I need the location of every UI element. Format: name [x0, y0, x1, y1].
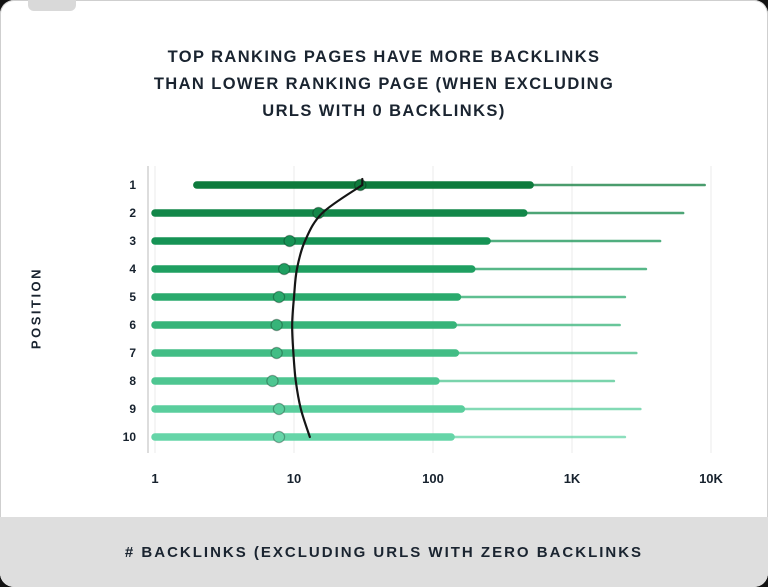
- x-tick-label: 10K: [699, 471, 723, 486]
- x-tick-label: 10: [287, 471, 301, 486]
- median-dot: [270, 346, 283, 360]
- median-dot: [266, 374, 279, 388]
- median-dot: [272, 290, 286, 304]
- x-tick-label: 100: [422, 471, 444, 486]
- median-dot: [272, 402, 286, 416]
- x-axis-caption: # BACKLINKS (EXCLUDING URLS WITH ZERO BA…: [124, 543, 644, 561]
- x-tick-label: 1: [151, 471, 158, 486]
- y-tick-label: 5: [129, 290, 136, 304]
- y-tick-label: 4: [129, 262, 136, 276]
- y-tick-label: 6: [129, 318, 136, 332]
- median-dot: [272, 430, 286, 444]
- chart-title-line-3: URLS WITH 0 BACKLINKS): [262, 102, 506, 120]
- chart-title-line-1: TOP RANKING PAGES HAVE MORE BACKLINKS: [167, 48, 601, 66]
- y-tick-label: 10: [123, 430, 137, 444]
- median-dot: [283, 234, 296, 248]
- chart: 1 10 100 1K 10K 1 2 3 4 5 6 7 8 9 10: [123, 166, 724, 486]
- y-tick-label: 1: [129, 178, 136, 192]
- y-tick-label: 3: [129, 234, 136, 248]
- chart-title: TOP RANKING PAGES HAVE MORE BACKLINKS TH…: [0, 44, 768, 125]
- corner-tab: [28, 0, 76, 11]
- caption-bar: # BACKLINKS (EXCLUDING URLS WITH ZERO BA…: [0, 517, 768, 587]
- y-tick-label: 8: [129, 374, 136, 388]
- y-tick-label: 9: [129, 402, 136, 416]
- median-dot: [277, 262, 291, 276]
- x-tick-label: 1K: [564, 471, 581, 486]
- y-tick-label: 7: [129, 346, 136, 360]
- median-dot: [270, 318, 283, 332]
- trend-line: [291, 177, 364, 439]
- chart-title-line-2: THAN LOWER RANKING PAGE (WHEN EXCLUDING: [153, 75, 615, 93]
- y-tick-label: 2: [129, 206, 136, 220]
